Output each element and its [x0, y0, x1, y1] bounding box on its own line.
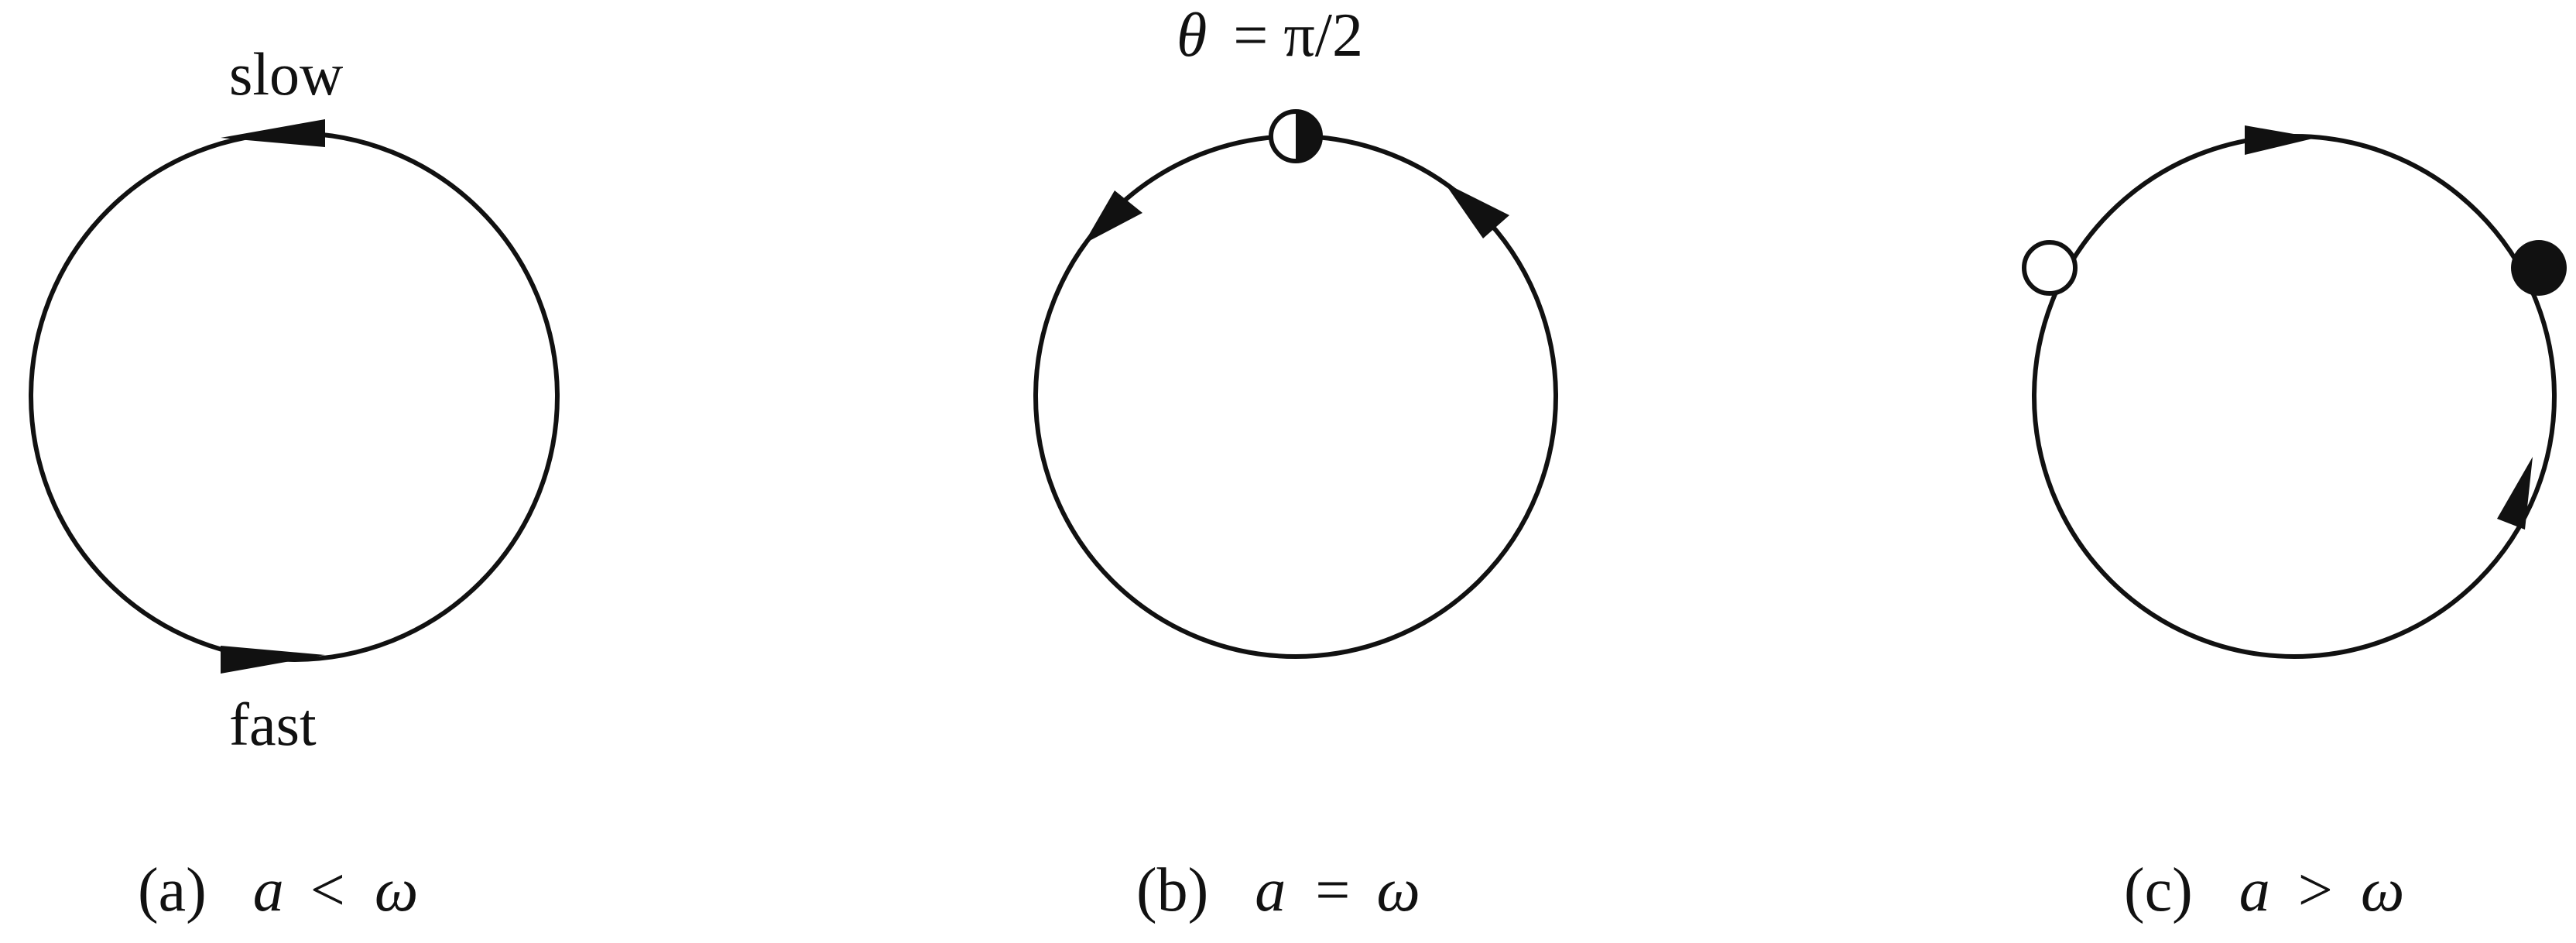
caption-b: (b) a = ω: [1136, 856, 1420, 924]
stable-fixed-point-icon: [2511, 240, 2567, 296]
caption-a: (a) a < ω: [138, 856, 418, 924]
caption-a-rhs: ω: [375, 856, 418, 924]
theta-symbol: θ: [1177, 2, 1207, 70]
theta-value: = π/2: [1233, 2, 1363, 70]
half-stable-fixed-point-icon: [1269, 109, 1323, 163]
panel-b: θ = π/2 (b) a = ω: [1033, 2, 1558, 924]
panel-a: slow fast (a) a < ω: [29, 40, 560, 924]
flow-arrow-bottom-icon: [221, 646, 325, 674]
slow-label: slow: [229, 40, 343, 108]
theta-annotation: θ = π/2: [1177, 2, 1363, 70]
caption-a-rel: <: [310, 856, 345, 924]
caption-a-prefix: (a): [138, 856, 207, 924]
phase-circle-c: [2032, 134, 2557, 659]
caption-c: (c) a > ω: [2124, 856, 2404, 924]
flow-arrow-top-icon: [221, 119, 325, 147]
caption-b-rel: =: [1315, 856, 1350, 924]
caption-a-var: a: [253, 856, 284, 924]
caption-c-rel: >: [2298, 856, 2333, 924]
phase-circle-a: [29, 131, 560, 662]
caption-c-rhs: ω: [2361, 856, 2404, 924]
unstable-fixed-point-icon: [2022, 240, 2078, 296]
flow-arrow-right-icon: [1444, 183, 1509, 238]
caption-b-var: a: [1255, 856, 1286, 924]
caption-b-prefix: (b): [1136, 856, 1208, 924]
panel-c: (c) a > ω: [2022, 125, 2567, 924]
flow-arrow-top-icon: [2245, 125, 2316, 155]
flow-arrow-left-icon: [1084, 190, 1142, 244]
flow-arrow-lower-right-icon: [2497, 457, 2533, 530]
caption-b-rhs: ω: [1376, 856, 1420, 924]
caption-c-var: a: [2239, 856, 2270, 924]
caption-c-prefix: (c): [2124, 856, 2193, 924]
fast-label: fast: [229, 691, 317, 758]
